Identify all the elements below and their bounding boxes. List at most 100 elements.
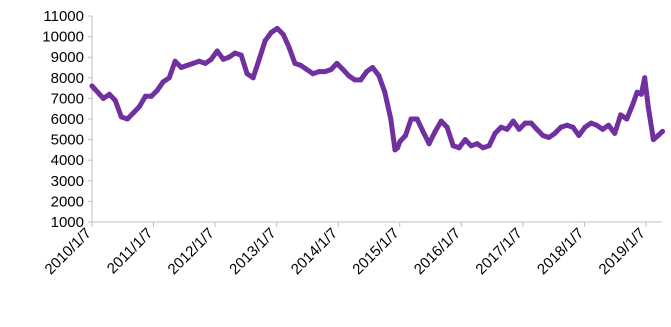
data-point bbox=[522, 120, 528, 126]
data-point bbox=[328, 67, 334, 73]
y-tick-label: 8000 bbox=[51, 70, 84, 87]
data-point bbox=[112, 98, 118, 103]
y-tick-label: 2000 bbox=[51, 193, 84, 210]
data-point bbox=[124, 116, 130, 122]
data-point bbox=[606, 122, 612, 128]
x-tick-label: 2017/1/7 bbox=[472, 225, 525, 278]
data-point bbox=[624, 116, 630, 122]
data-point bbox=[426, 141, 432, 147]
data-point bbox=[660, 128, 665, 134]
data-point bbox=[480, 145, 486, 151]
data-point bbox=[382, 89, 388, 95]
data-point bbox=[420, 128, 426, 134]
data-point bbox=[650, 137, 656, 143]
data-point bbox=[504, 126, 510, 132]
y-tick-label: 3000 bbox=[51, 173, 84, 190]
data-point bbox=[118, 114, 124, 120]
data-point bbox=[304, 67, 310, 73]
data-point bbox=[238, 52, 244, 58]
data-point bbox=[160, 79, 166, 85]
data-point bbox=[444, 124, 450, 130]
data-point bbox=[552, 130, 558, 136]
data-point bbox=[106, 91, 112, 97]
x-tick-label: 2012/1/7 bbox=[165, 225, 218, 278]
data-point bbox=[172, 58, 178, 64]
data-point bbox=[634, 89, 640, 95]
data-point bbox=[528, 120, 534, 126]
data-point bbox=[397, 139, 403, 145]
data-point bbox=[438, 118, 444, 124]
y-tick-label: 9000 bbox=[51, 49, 84, 66]
data-point bbox=[310, 71, 316, 77]
data-point bbox=[408, 116, 414, 122]
data-point bbox=[414, 116, 420, 122]
data-point bbox=[474, 141, 480, 147]
data-point bbox=[340, 67, 346, 73]
data-point bbox=[280, 32, 286, 37]
data-point bbox=[334, 60, 340, 66]
data-point bbox=[250, 75, 256, 81]
y-tick-label: 7000 bbox=[51, 90, 84, 107]
data-point bbox=[95, 89, 101, 95]
data-point bbox=[403, 133, 408, 138]
series-line-0 bbox=[89, 25, 665, 153]
data-point bbox=[298, 62, 304, 68]
data-point bbox=[376, 73, 382, 79]
data-point bbox=[322, 69, 328, 75]
data-point bbox=[184, 62, 190, 68]
data-point bbox=[268, 30, 274, 35]
y-tick-label: 10000 bbox=[42, 29, 84, 46]
x-tick-label: 2015/1/7 bbox=[349, 225, 402, 278]
data-point bbox=[630, 102, 636, 108]
data-point bbox=[642, 75, 648, 81]
data-point bbox=[645, 104, 651, 110]
x-axis-ticks: 2010/1/7 2011/1/7 2012/1/7 2013/1/7 2014/1/7… bbox=[42, 222, 649, 278]
data-point bbox=[89, 83, 95, 89]
data-point bbox=[510, 118, 516, 124]
data-point bbox=[564, 122, 570, 128]
data-point bbox=[190, 60, 196, 66]
data-point bbox=[638, 91, 644, 97]
data-point bbox=[196, 58, 202, 64]
y-tick-label: 6000 bbox=[51, 111, 84, 128]
data-point bbox=[364, 69, 370, 75]
data-point bbox=[395, 145, 401, 151]
data-point bbox=[456, 145, 462, 151]
data-point bbox=[576, 133, 582, 138]
data-point bbox=[388, 116, 394, 122]
data-point bbox=[370, 65, 376, 70]
data-point bbox=[432, 128, 438, 134]
x-tick-label: 2016/1/7 bbox=[411, 225, 464, 278]
data-point bbox=[540, 133, 546, 138]
data-point bbox=[462, 137, 468, 143]
data-point bbox=[292, 60, 298, 66]
data-point bbox=[618, 112, 624, 118]
data-point bbox=[316, 69, 322, 75]
data-point bbox=[468, 143, 474, 149]
data-point bbox=[232, 50, 238, 56]
data-point bbox=[214, 48, 220, 54]
data-point bbox=[286, 44, 292, 50]
data-point bbox=[131, 110, 136, 116]
x-tick-label: 2018/1/7 bbox=[534, 225, 587, 278]
data-point bbox=[588, 120, 594, 126]
data-point bbox=[166, 75, 172, 81]
data-point bbox=[582, 124, 588, 130]
x-tick-label: 2010/1/7 bbox=[42, 225, 95, 278]
data-point bbox=[220, 56, 226, 62]
x-tick-label: 2013/1/7 bbox=[226, 225, 279, 278]
data-point bbox=[148, 93, 154, 99]
data-point bbox=[352, 77, 358, 83]
data-point bbox=[546, 135, 552, 140]
data-point bbox=[516, 126, 522, 132]
x-tick-label: 2014/1/7 bbox=[288, 225, 341, 278]
data-point bbox=[226, 54, 232, 60]
data-point bbox=[262, 38, 268, 44]
x-tick-label: 2019/1/7 bbox=[596, 225, 649, 278]
data-point bbox=[154, 87, 160, 93]
y-tick-label: 1000 bbox=[51, 214, 84, 231]
data-point bbox=[274, 25, 280, 31]
data-point bbox=[142, 93, 148, 99]
y-tick-label: 11000 bbox=[43, 8, 84, 25]
data-point bbox=[558, 124, 564, 130]
